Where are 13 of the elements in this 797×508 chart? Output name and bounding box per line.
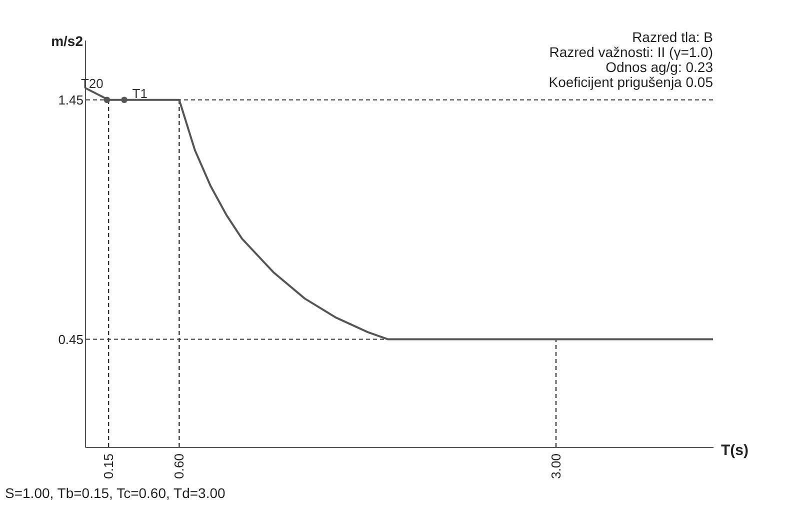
y-tick-label: 1.45: [58, 92, 84, 108]
x-tick-label: 3.00: [548, 454, 564, 479]
annotation: Razred važnosti: II (γ=1.0): [549, 44, 713, 60]
annotation: Odnos ag/g: 0.23: [606, 59, 714, 75]
x-tick-label: 0.60: [172, 454, 187, 479]
annotation: T1: [132, 86, 148, 101]
y-axis-title: m/s2: [51, 33, 84, 49]
x-axis-title: T(s): [721, 442, 748, 459]
annotation: Koeficijent prigušenja 0.05: [548, 74, 714, 90]
annotation: Razred tla: B: [632, 29, 713, 45]
text: S=1.00, Tb=0.15, Tc=0.60, Td=3.00: [5, 485, 226, 501]
y-tick-label: 0.45: [58, 332, 84, 347]
x-tick-label: 0.15: [101, 454, 116, 479]
